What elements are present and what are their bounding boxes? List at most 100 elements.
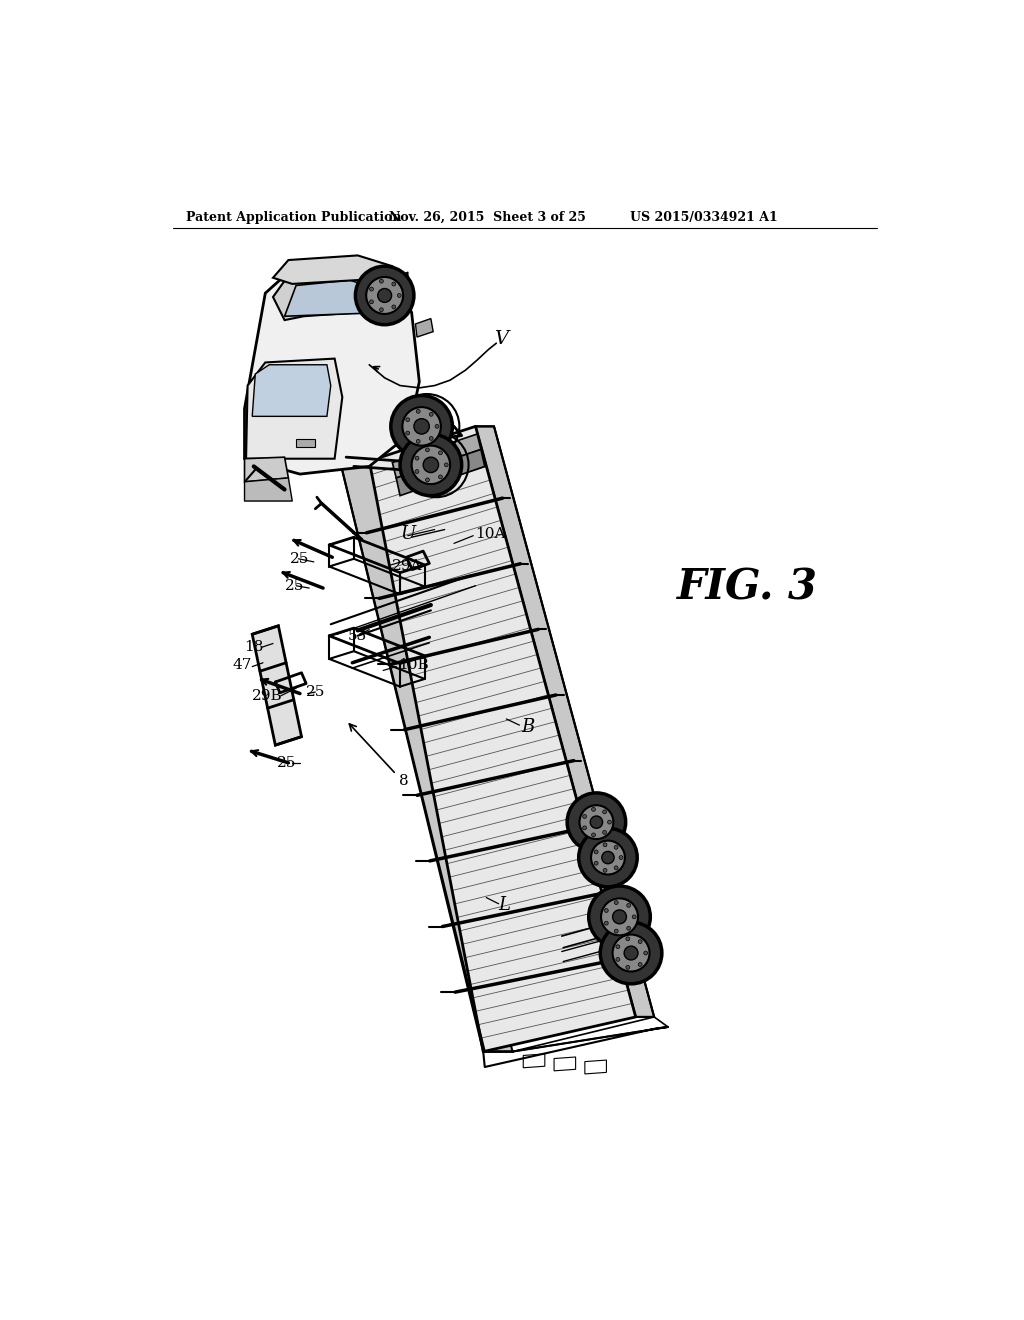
- Circle shape: [429, 412, 433, 416]
- Circle shape: [620, 855, 623, 859]
- Circle shape: [370, 300, 374, 304]
- Circle shape: [380, 280, 383, 282]
- Polygon shape: [252, 364, 331, 416]
- Text: US 2015/0334921 A1: US 2015/0334921 A1: [630, 211, 777, 224]
- Circle shape: [583, 826, 587, 830]
- Circle shape: [391, 396, 453, 457]
- Circle shape: [591, 841, 625, 875]
- Polygon shape: [408, 461, 451, 490]
- Circle shape: [644, 952, 647, 954]
- Circle shape: [616, 957, 620, 961]
- Circle shape: [429, 437, 433, 441]
- Circle shape: [423, 457, 438, 473]
- Text: L: L: [499, 896, 511, 915]
- Text: 25: 25: [290, 552, 309, 566]
- Circle shape: [414, 418, 429, 434]
- Polygon shape: [273, 256, 400, 285]
- Polygon shape: [273, 264, 403, 321]
- Circle shape: [625, 946, 638, 960]
- Circle shape: [614, 929, 618, 933]
- Circle shape: [627, 903, 631, 907]
- Circle shape: [415, 470, 419, 474]
- Text: 53: 53: [348, 628, 367, 643]
- Text: U: U: [400, 525, 415, 543]
- Circle shape: [592, 833, 595, 837]
- Polygon shape: [396, 449, 484, 496]
- Circle shape: [367, 277, 403, 314]
- Circle shape: [614, 845, 618, 849]
- Text: 25: 25: [285, 578, 304, 593]
- Text: 29A: 29A: [392, 560, 423, 573]
- Circle shape: [417, 440, 420, 444]
- Circle shape: [426, 447, 429, 451]
- Circle shape: [614, 900, 618, 904]
- Circle shape: [392, 282, 395, 286]
- Polygon shape: [245, 457, 289, 482]
- Circle shape: [392, 305, 395, 309]
- Polygon shape: [285, 280, 388, 317]
- Circle shape: [601, 899, 638, 936]
- Circle shape: [590, 816, 602, 829]
- Circle shape: [400, 434, 462, 496]
- Circle shape: [426, 478, 429, 482]
- Text: Nov. 26, 2015  Sheet 3 of 25: Nov. 26, 2015 Sheet 3 of 25: [388, 211, 586, 224]
- Circle shape: [638, 940, 642, 944]
- Circle shape: [612, 935, 649, 972]
- Circle shape: [603, 810, 606, 814]
- Circle shape: [402, 407, 441, 446]
- Circle shape: [438, 475, 442, 479]
- Circle shape: [355, 267, 414, 325]
- Polygon shape: [370, 426, 636, 1052]
- Circle shape: [406, 432, 410, 436]
- Circle shape: [380, 308, 383, 312]
- Circle shape: [600, 923, 662, 983]
- Circle shape: [412, 446, 451, 484]
- Polygon shape: [296, 440, 315, 447]
- Circle shape: [579, 829, 637, 887]
- Text: B: B: [521, 718, 535, 735]
- Polygon shape: [252, 626, 301, 744]
- Circle shape: [592, 808, 595, 812]
- Circle shape: [603, 830, 606, 834]
- Circle shape: [415, 457, 419, 461]
- Text: FIG. 3: FIG. 3: [677, 566, 818, 609]
- Circle shape: [612, 909, 627, 924]
- Circle shape: [370, 288, 374, 290]
- Circle shape: [567, 793, 626, 851]
- Circle shape: [594, 862, 598, 865]
- Text: 25: 25: [276, 756, 296, 770]
- Text: 25: 25: [306, 685, 326, 700]
- Circle shape: [632, 915, 636, 919]
- Circle shape: [626, 937, 630, 941]
- Circle shape: [397, 293, 401, 297]
- Circle shape: [417, 409, 420, 413]
- Text: Patent Application Publication: Patent Application Publication: [186, 211, 401, 224]
- Circle shape: [614, 866, 618, 870]
- Polygon shape: [475, 426, 654, 1016]
- Text: 29B: 29B: [252, 689, 283, 702]
- Circle shape: [594, 850, 598, 854]
- Polygon shape: [340, 461, 512, 1052]
- Polygon shape: [392, 434, 481, 478]
- Circle shape: [602, 851, 614, 863]
- Polygon shape: [398, 420, 438, 451]
- Circle shape: [438, 451, 442, 455]
- Circle shape: [444, 463, 449, 467]
- Text: 10B: 10B: [398, 659, 429, 672]
- Circle shape: [406, 417, 410, 421]
- Polygon shape: [245, 478, 292, 502]
- Polygon shape: [245, 267, 419, 474]
- Text: V: V: [494, 330, 508, 348]
- Text: 47: 47: [233, 659, 252, 672]
- Circle shape: [589, 886, 650, 948]
- Circle shape: [626, 965, 630, 969]
- Circle shape: [603, 843, 607, 846]
- Circle shape: [627, 927, 631, 931]
- Text: 10A: 10A: [475, 527, 506, 541]
- Circle shape: [616, 945, 620, 949]
- Circle shape: [580, 805, 613, 840]
- Text: 18: 18: [245, 640, 264, 655]
- Polygon shape: [246, 359, 342, 459]
- Polygon shape: [416, 318, 433, 337]
- Circle shape: [604, 908, 608, 912]
